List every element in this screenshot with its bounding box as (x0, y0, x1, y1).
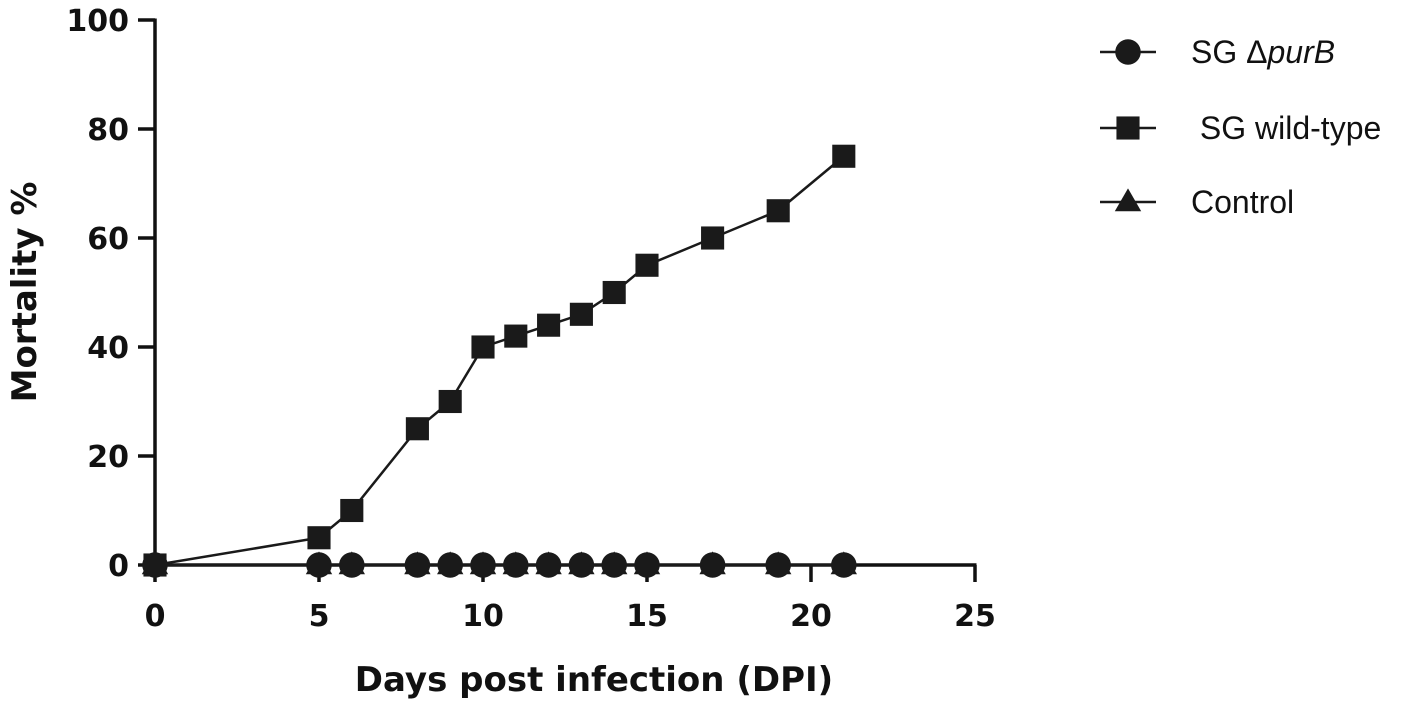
y-tick-label: 60 (87, 222, 129, 257)
data-point-circle (765, 552, 791, 578)
data-point-circle (699, 552, 726, 578)
x-axis-title: Days post infection (DPI) (355, 660, 833, 700)
data-point-circle (503, 552, 529, 578)
axes: 0 5 10 15 20 25 0 20 40 60 80 100 (66, 4, 996, 634)
x-tick-label: 25 (954, 599, 996, 634)
x-tick-label: 20 (790, 599, 832, 634)
series-square (143, 144, 856, 577)
data-point-circle (634, 552, 660, 578)
data-point-square (569, 302, 593, 326)
y-tick-label: 0 (108, 549, 129, 584)
data-point-circle (437, 552, 463, 578)
legend-label: SG ΔpurB (1191, 34, 1335, 70)
data-point-circle (404, 552, 431, 578)
legend-label-italic: purB (1267, 34, 1336, 70)
data-point-circle (470, 552, 496, 578)
series-line (154, 155, 845, 567)
data-point-square (307, 526, 331, 550)
legend-label: Control (1191, 184, 1294, 220)
y-tick-label: 100 (66, 4, 129, 39)
data-point-circle (831, 552, 857, 578)
legend-item: SG wild-type (1100, 110, 1381, 146)
data-point-square (537, 313, 561, 337)
data-point-square (766, 199, 790, 223)
legend-label: SG wild-type (1191, 110, 1381, 146)
y-tick-label: 40 (87, 331, 129, 366)
legend-marker-square (1116, 116, 1140, 140)
x-tick-label: 10 (462, 599, 504, 634)
x-tick-label: 15 (626, 599, 668, 634)
data-point-square (701, 226, 725, 250)
legend-item: SG ΔpurB (1100, 34, 1335, 70)
data-point-square (635, 253, 659, 277)
data-point-circle (339, 552, 365, 578)
data-point-square (405, 417, 429, 441)
data-point-square (471, 335, 495, 359)
y-tick-label: 20 (87, 440, 129, 475)
y-tick-label: 80 (87, 113, 129, 148)
x-tick-label: 5 (309, 599, 330, 634)
data-point-circle (535, 552, 562, 578)
x-tick-label: 0 (145, 599, 166, 634)
series-circle (142, 552, 857, 578)
y-axis-title: Mortality % (5, 182, 45, 403)
data-point-circle (306, 552, 332, 578)
data-point-circle (601, 552, 627, 578)
series-triangle (141, 551, 857, 575)
data-point-circle (142, 552, 168, 578)
data-point-circle (568, 552, 595, 578)
data-point-square (602, 280, 626, 305)
data-point-square (438, 389, 462, 414)
legend-marker-triangle (1114, 188, 1142, 212)
legend-label-prefix: SG Δ (1191, 34, 1268, 70)
series-layer (141, 144, 857, 578)
legend-marker-circle (1115, 39, 1141, 65)
legend: SG ΔpurB SG wild-type Control (1100, 34, 1381, 220)
data-point-square (832, 144, 856, 168)
data-point-square (504, 324, 528, 348)
legend-item: Control (1100, 184, 1294, 220)
data-point-square (340, 498, 364, 523)
